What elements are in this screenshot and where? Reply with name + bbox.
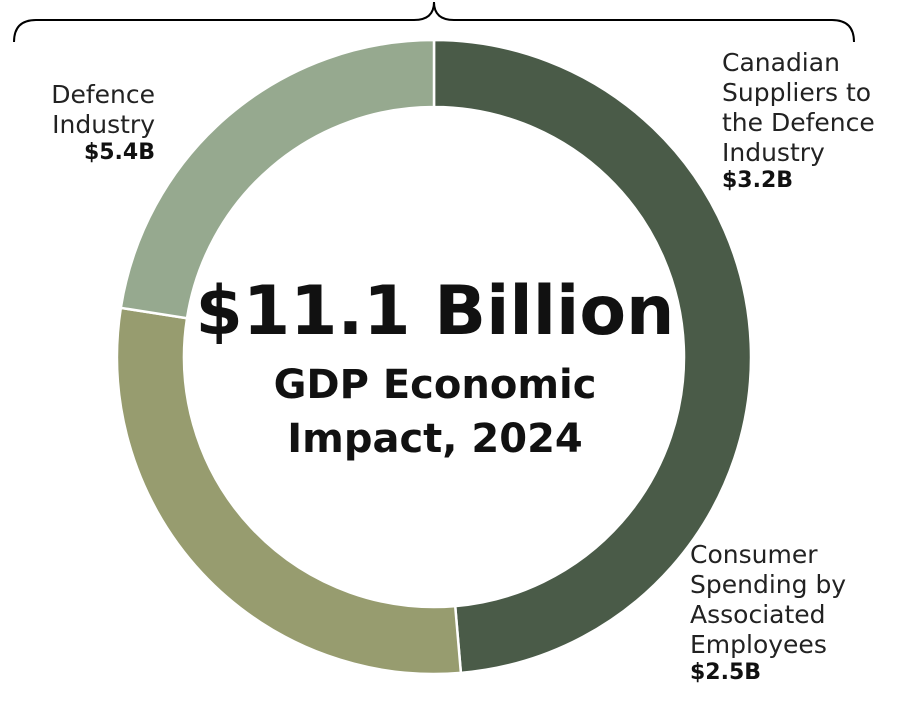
slice-consumer-spending bbox=[119, 38, 436, 320]
label-consumer-spending: Consumer Spending by Associated Employee… bbox=[690, 540, 900, 686]
center-subtitle-line2: Impact, 2024 bbox=[287, 416, 583, 462]
label-consumer-spending-name: Consumer Spending by Associated Employee… bbox=[690, 540, 847, 659]
label-canadian-suppliers-value: $3.2B bbox=[722, 168, 794, 193]
label-defence-industry: Defence Industry $5.4B bbox=[10, 80, 155, 166]
center-subtitle-line1: GDP Economic bbox=[273, 362, 597, 408]
label-defence-industry-name: Defence Industry bbox=[51, 80, 155, 139]
label-defence-industry-value: $5.4B bbox=[83, 140, 155, 165]
donut-slices bbox=[115, 38, 753, 676]
label-consumer-spending-value: $2.5B bbox=[690, 660, 762, 685]
label-canadian-suppliers: Canadian Suppliers to the Defence Indust… bbox=[722, 48, 903, 194]
label-canadian-suppliers-name: Canadian Suppliers to the Defence Indust… bbox=[722, 48, 875, 167]
top-bracket bbox=[13, 1, 855, 43]
center-total: $11.1 Billion bbox=[195, 272, 675, 351]
slice-defence-industry bbox=[432, 38, 753, 675]
